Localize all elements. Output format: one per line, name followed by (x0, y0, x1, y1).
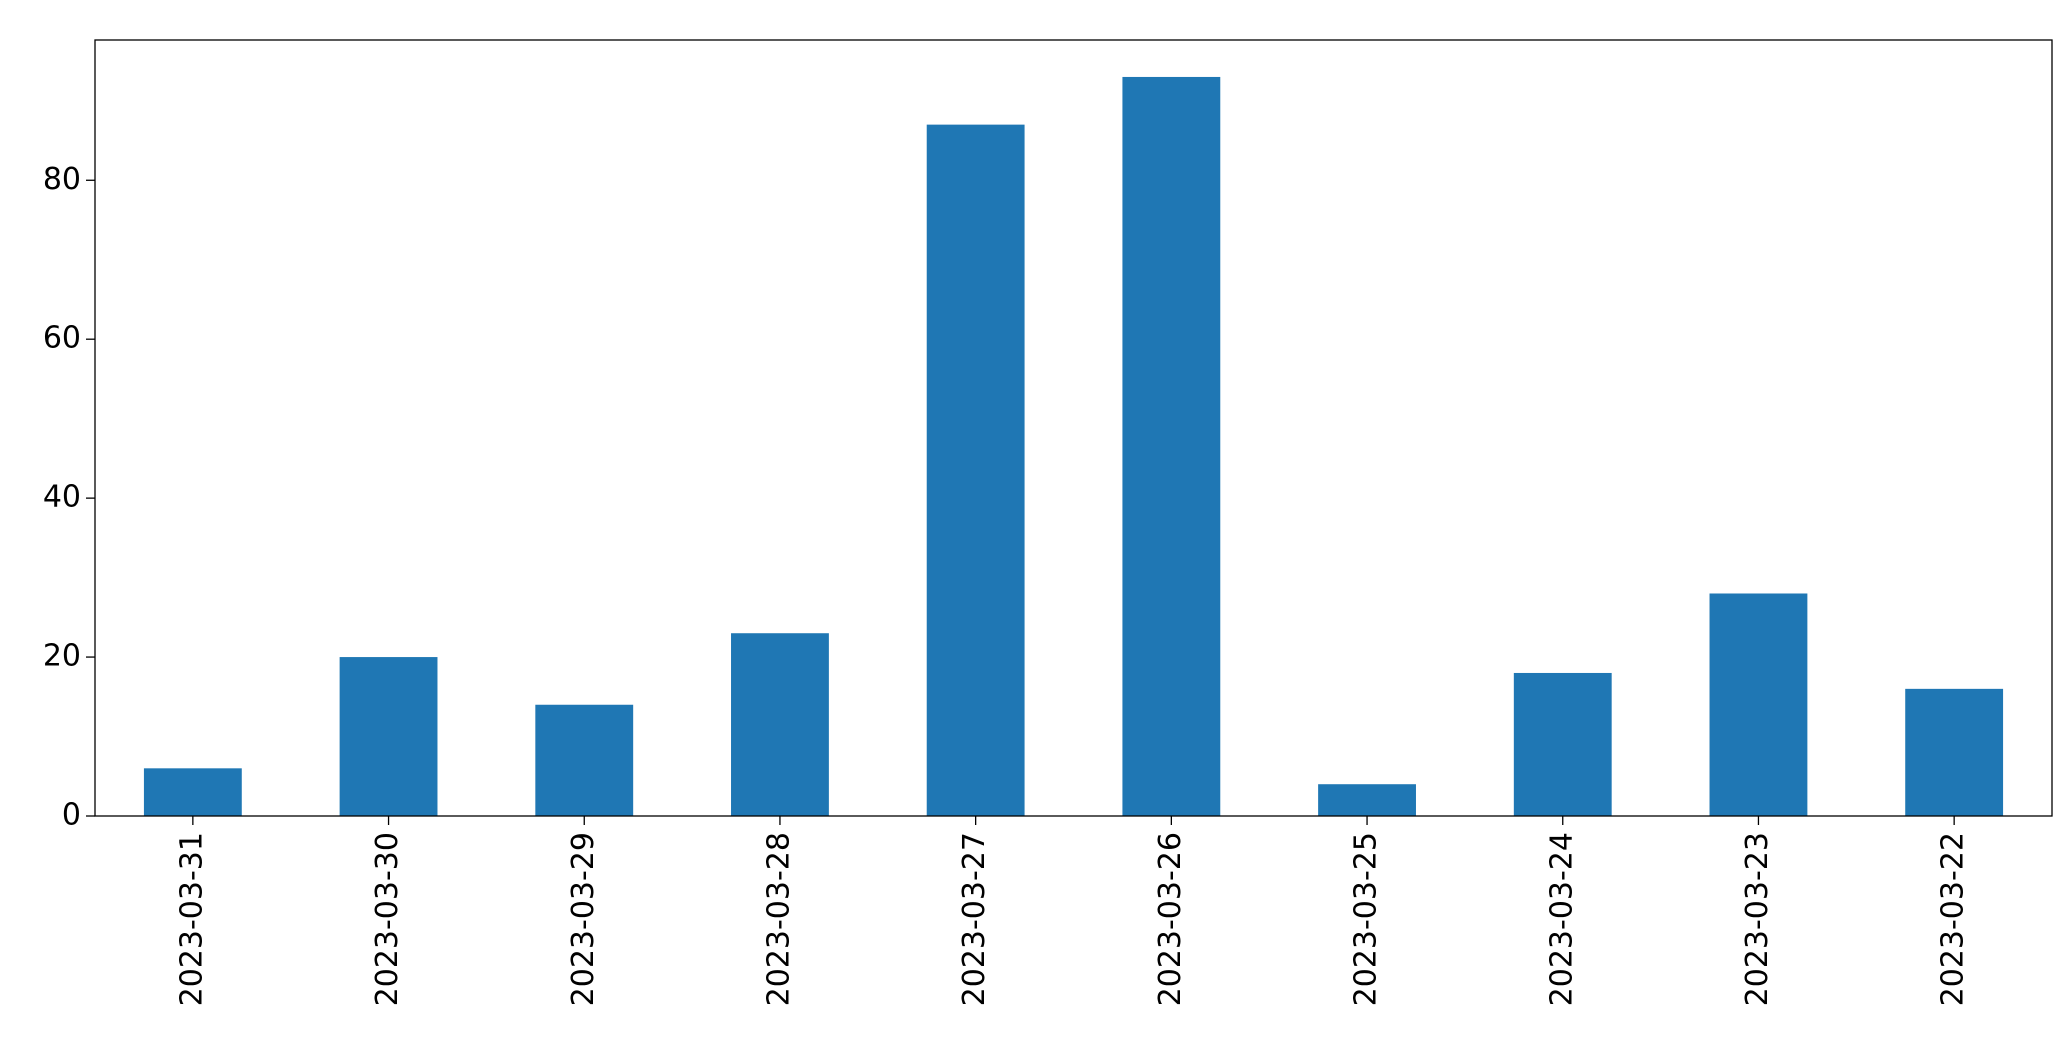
x-tick-label: 2023-03-27 (957, 832, 992, 1006)
x-tick-label: 2023-03-30 (370, 832, 405, 1006)
bar (1905, 688, 2004, 816)
y-tick-label: 40 (43, 480, 81, 515)
bar (535, 704, 634, 816)
x-tick-label: 2023-03-23 (1740, 832, 1775, 1006)
plot-frame (94, 39, 2053, 817)
x-tick-label: 2023-03-31 (174, 832, 209, 1006)
x-tick-label: 2023-03-24 (1544, 832, 1579, 1006)
y-tick-label: 60 (43, 321, 81, 356)
x-tick-label: 2023-03-28 (761, 832, 796, 1006)
bar (1318, 784, 1416, 816)
bar (339, 657, 438, 816)
bar (143, 768, 242, 816)
x-tick-label: 2023-03-25 (1349, 832, 1384, 1006)
x-tick-label: 2023-03-29 (566, 832, 601, 1006)
x-tick-label: 2023-03-26 (1153, 832, 1188, 1006)
x-tick-label: 2023-03-22 (1936, 832, 1971, 1006)
bar (1709, 593, 1808, 816)
y-tick-label: 0 (62, 798, 81, 833)
bar (731, 633, 829, 816)
y-tick-label: 20 (43, 639, 81, 674)
y-tick-label: 80 (43, 162, 81, 197)
bar (926, 124, 1025, 816)
bar (1122, 76, 1221, 816)
bar (1513, 672, 1612, 816)
